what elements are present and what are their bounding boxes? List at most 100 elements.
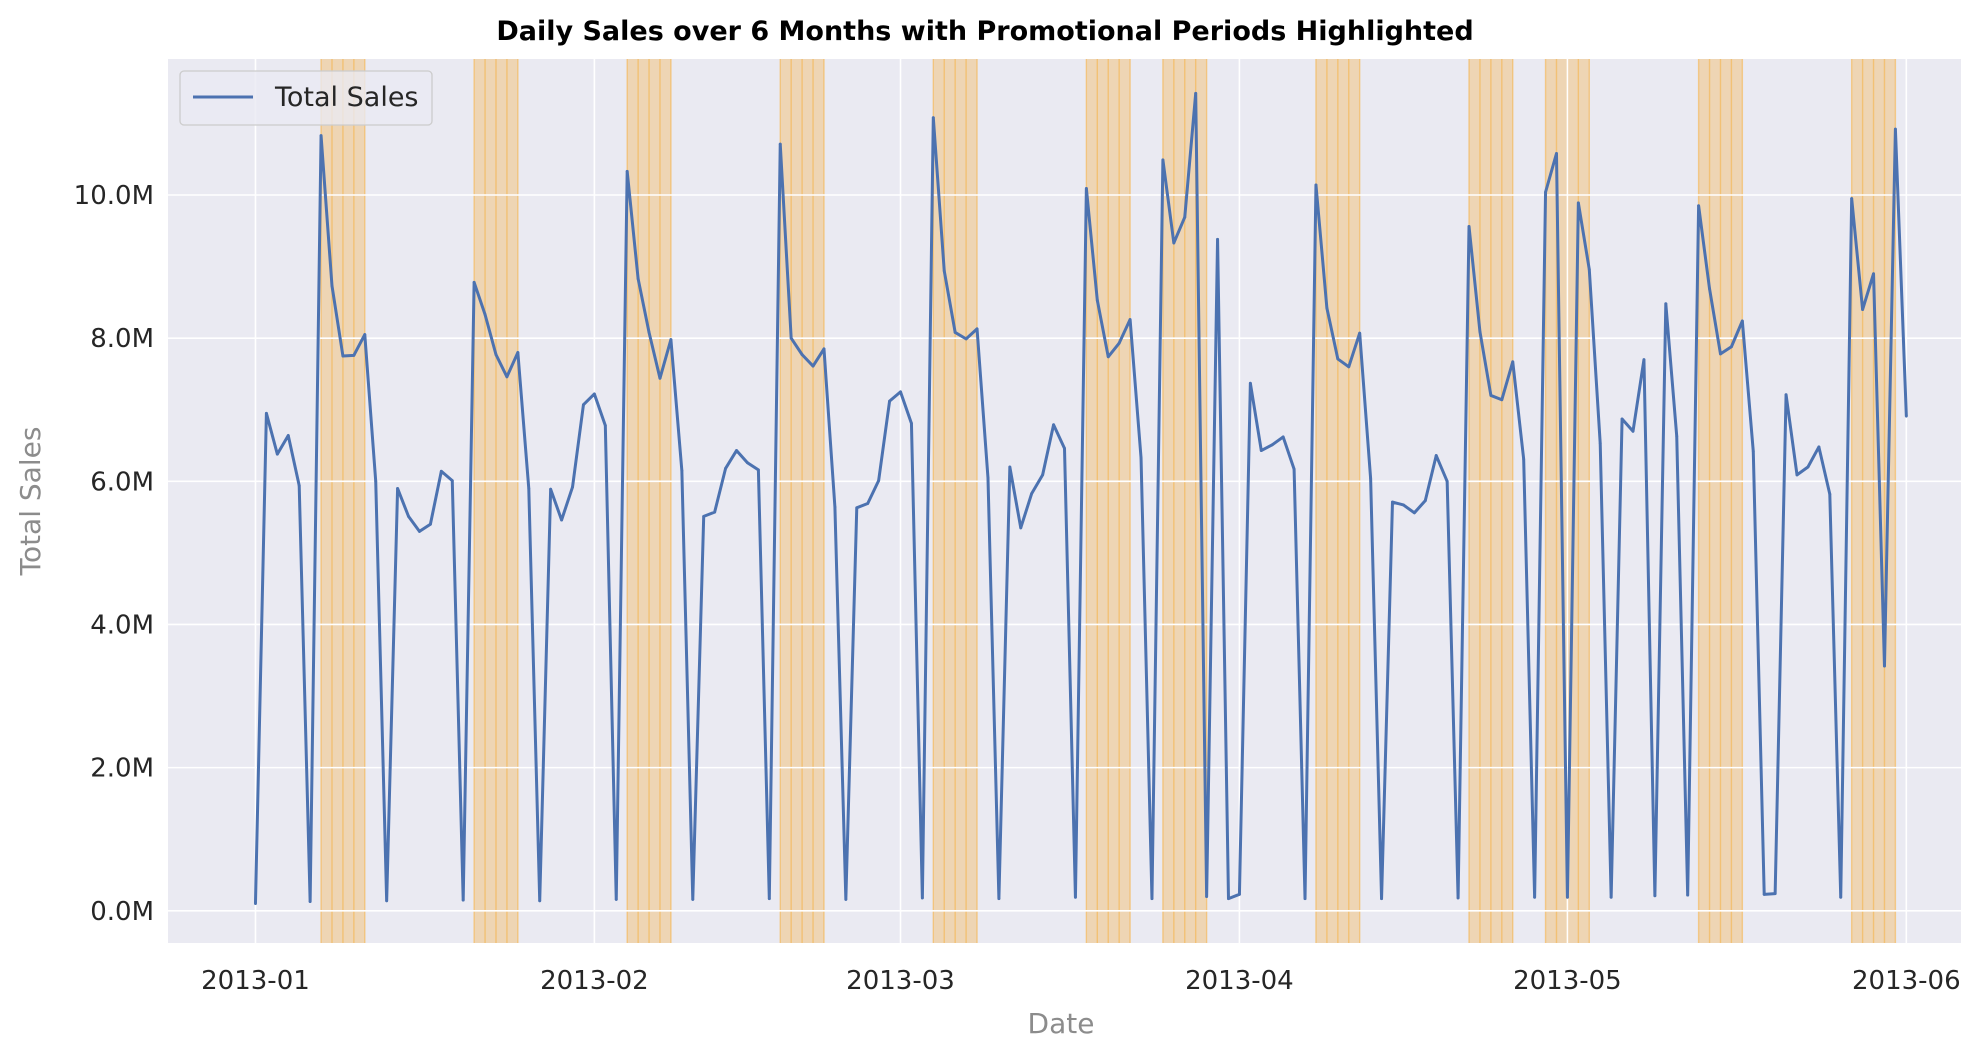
y-tick-label: 6.0M [90,467,154,497]
data-point [439,469,443,473]
x-tick-label: 2013-03 [846,966,955,996]
data-point [844,897,848,901]
data-point [1423,499,1427,503]
data-point [538,899,542,903]
data-point [1850,197,1854,200]
data-point [1314,183,1318,187]
data-point [1861,308,1865,311]
promo-periods [320,59,1897,943]
data-point [822,347,826,351]
data-point [986,476,990,480]
data-point [1052,423,1055,427]
data-point [1773,892,1777,896]
data-point [1270,443,1274,447]
data-point [1522,457,1526,461]
data-point [778,142,782,146]
data-point [494,353,498,357]
data-point [1489,394,1493,397]
data-point [1238,892,1241,896]
x-tick-label: 2013-01 [201,966,310,996]
data-point [647,331,651,334]
data-point [308,900,312,903]
data-point [1030,492,1034,495]
data-point [264,411,268,415]
data-point [1478,330,1482,334]
data-point [735,449,738,452]
data-point [1194,91,1198,95]
data-point [1533,895,1537,899]
data-point [603,424,607,427]
data-point [1904,414,1908,418]
data-point [1740,319,1744,323]
data-point [571,485,574,489]
data-point [713,510,717,514]
data-point [724,467,727,470]
data-point [1697,204,1701,208]
legend-entry-total-sales: Total Sales [274,82,419,113]
y-axis-label: Total Sales [14,427,47,577]
data-point [1161,158,1165,162]
data-point [1828,492,1832,496]
data-point [1117,341,1121,345]
data-point [767,897,771,901]
data-point [1347,365,1351,369]
data-point [1806,465,1810,469]
series-line-total-sales [253,91,1908,904]
data-point [975,327,979,331]
data-point [286,434,290,437]
data-point [1839,895,1843,899]
data-point [582,403,585,407]
data-point [1063,446,1066,450]
data-point [1730,345,1733,349]
data-point [1128,318,1132,321]
data-point [1074,895,1077,899]
data-point [341,354,345,358]
data-point [1084,187,1088,190]
legend: Total Sales [179,70,433,126]
data-point [1150,897,1154,901]
data-point [1106,355,1110,359]
data-point [275,452,279,456]
data-point [428,522,432,526]
data-point [461,898,465,902]
data-point [964,337,968,341]
data-point [549,487,553,491]
x-tick-label: 2013-04 [1185,966,1294,996]
data-point [1511,360,1515,364]
data-point [636,277,640,281]
data-point [1380,897,1383,901]
data-point [1708,287,1711,291]
data-point [1653,894,1657,898]
data-point [833,505,837,509]
data-point [1095,298,1099,302]
data-point [330,284,334,288]
data-point [1555,152,1558,155]
data-point [1795,473,1799,477]
data-point [1762,892,1766,896]
legend-box [179,70,433,126]
data-point [658,376,662,380]
data-point [1391,500,1394,504]
data-point [374,479,378,483]
data-point [746,461,749,465]
data-point [1620,417,1624,421]
data-point [1019,526,1023,530]
data-point [931,116,935,120]
data-point [1445,479,1449,483]
chart-title: Daily Sales over 6 Months with Promotion… [496,16,1473,47]
tick-labels: 0.0M 2.0M 4.0M 6.0M 8.0M 10.0M 2013-01 2013-02 2… [74,181,1961,996]
data-point [319,134,323,137]
data-point [888,399,891,403]
data-point [297,484,301,488]
data-point [1894,127,1897,131]
data-point [1686,893,1690,897]
data-point [877,479,881,482]
data-point [1817,445,1821,449]
data-point [1259,449,1263,452]
data-point [1784,393,1788,397]
data-point [1216,237,1219,241]
data-point [1456,896,1460,900]
series-layer [253,91,1908,906]
data-point [1303,897,1307,901]
data-point [1751,449,1755,453]
